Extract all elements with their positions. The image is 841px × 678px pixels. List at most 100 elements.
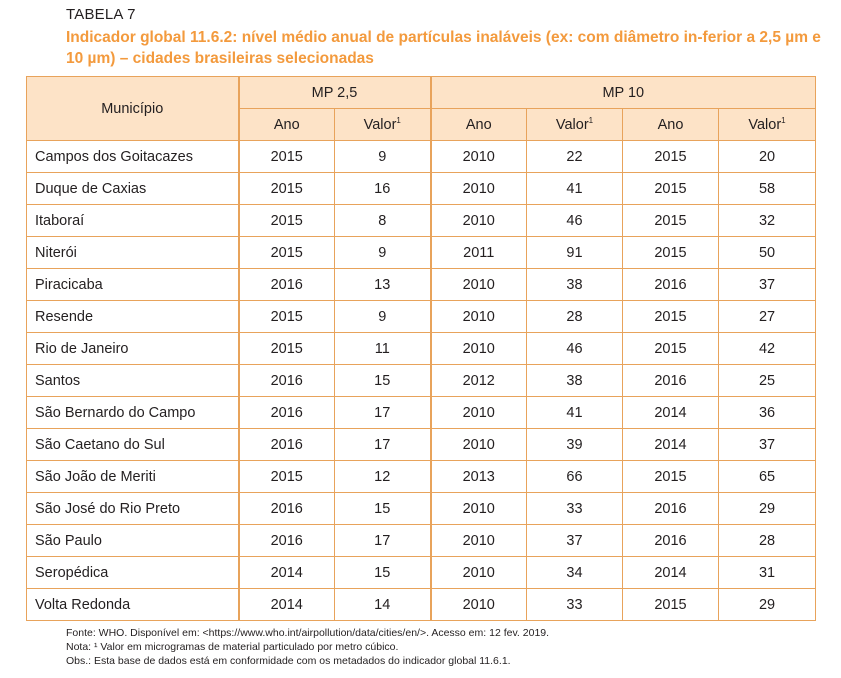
cell-mp10-valor-1: 39 — [526, 428, 623, 461]
cell-mp10-valor-2: 58 — [717, 172, 817, 205]
cell-mp10-ano-1: 2010 — [430, 268, 527, 301]
cell-mp10-ano-1: 2010 — [430, 588, 527, 621]
cell-mp25-valor: 9 — [334, 140, 432, 173]
cell-mp10-valor-2: 37 — [717, 428, 817, 461]
cell-mp10-ano-2: 2014 — [622, 428, 719, 461]
cell-mp25-valor: 11 — [334, 332, 432, 365]
header-ano: Ano — [430, 108, 527, 141]
cell-mp10-valor-2: 37 — [717, 268, 817, 301]
cell-mp25-valor: 16 — [334, 172, 432, 205]
cell-mp10-valor-1: 34 — [526, 556, 623, 589]
cell-municipio: Niterói — [26, 236, 240, 269]
cell-mp25-valor: 9 — [334, 236, 432, 269]
table-row: São Caetano do Sul 2016 17 2010 39 2014 37 — [26, 428, 817, 461]
cell-mp10-ano-2: 2015 — [622, 140, 719, 173]
cell-mp10-valor-1: 37 — [526, 524, 623, 557]
cell-municipio: Seropédica — [26, 556, 240, 589]
cell-mp25-valor: 14 — [334, 588, 432, 621]
cell-mp10-valor-2: 20 — [717, 140, 817, 173]
cell-mp10-valor-2: 32 — [717, 204, 817, 237]
table-row: Duque de Caxias 2015 16 2010 41 2015 58 — [26, 172, 817, 205]
cell-mp10-valor-1: 41 — [526, 172, 623, 205]
cell-mp10-valor-2: 28 — [717, 524, 817, 557]
header-mp10: MP 10 — [429, 76, 817, 109]
cell-municipio: São Bernardo do Campo — [26, 396, 240, 429]
cell-municipio: São Paulo — [26, 524, 240, 557]
cell-mp10-ano-2: 2015 — [622, 300, 719, 333]
cell-mp10-ano-1: 2010 — [430, 300, 527, 333]
cell-mp25-valor: 13 — [334, 268, 432, 301]
cell-mp10-valor-1: 22 — [526, 140, 623, 173]
cell-mp10-ano-2: 2016 — [622, 364, 719, 397]
cell-mp25-ano: 2016 — [238, 396, 335, 429]
cell-mp10-valor-2: 36 — [717, 396, 817, 429]
cell-mp10-valor-1: 33 — [526, 588, 623, 621]
cell-municipio: Santos — [26, 364, 240, 397]
cell-mp10-ano-1: 2010 — [430, 396, 527, 429]
cell-mp10-ano-2: 2015 — [622, 460, 719, 493]
note-nota: Nota: ¹ Valor em microgramas de material… — [66, 641, 399, 653]
cell-mp10-valor-1: 66 — [526, 460, 623, 493]
data-table: Município MP 2,5 MP 10 Ano Valor1 Ano Va… — [26, 76, 817, 621]
table-row: Piracicaba 2016 13 2010 38 2016 37 — [26, 268, 817, 301]
table-row: Volta Redonda 2014 14 2010 33 2015 29 — [26, 588, 817, 621]
cell-municipio: Itaboraí — [26, 204, 240, 237]
cell-mp25-ano: 2015 — [238, 300, 335, 333]
cell-mp25-ano: 2016 — [238, 524, 335, 557]
cell-mp10-ano-2: 2016 — [622, 524, 719, 557]
cell-mp25-ano: 2015 — [238, 204, 335, 237]
cell-mp10-ano-1: 2013 — [430, 460, 527, 493]
cell-mp10-valor-2: 27 — [717, 300, 817, 333]
header-valor: Valor1 — [334, 108, 432, 141]
cell-mp25-ano: 2016 — [238, 428, 335, 461]
cell-mp10-valor-1: 46 — [526, 332, 623, 365]
cell-mp10-valor-1: 28 — [526, 300, 623, 333]
cell-mp10-ano-2: 2016 — [622, 492, 719, 525]
cell-mp10-valor-2: 31 — [717, 556, 817, 589]
cell-mp10-valor-2: 42 — [717, 332, 817, 365]
cell-mp25-valor: 15 — [334, 556, 432, 589]
cell-mp10-valor-1: 38 — [526, 268, 623, 301]
cell-mp25-ano: 2016 — [238, 268, 335, 301]
table-row: Niterói 2015 9 2011 91 2015 50 — [26, 236, 817, 269]
cell-mp10-valor-1: 46 — [526, 204, 623, 237]
header-municipio: Município — [26, 76, 240, 141]
cell-mp10-valor-1: 33 — [526, 492, 623, 525]
cell-mp25-valor: 9 — [334, 300, 432, 333]
cell-mp25-valor: 17 — [334, 524, 432, 557]
cell-mp10-ano-1: 2010 — [430, 172, 527, 205]
cell-mp10-valor-2: 29 — [717, 492, 817, 525]
cell-municipio: Campos dos Goitacazes — [26, 140, 240, 173]
cell-municipio: Resende — [26, 300, 240, 333]
cell-municipio: São João de Meriti — [26, 460, 240, 493]
cell-municipio: Piracicaba — [26, 268, 240, 301]
cell-mp10-ano-1: 2010 — [430, 556, 527, 589]
cell-mp25-ano: 2015 — [238, 172, 335, 205]
table-row: São Bernardo do Campo 2016 17 2010 41 2014 36 — [26, 396, 817, 429]
table-row: Santos 2016 15 2012 38 2016 25 — [26, 364, 817, 397]
cell-mp10-ano-2: 2014 — [622, 396, 719, 429]
table-label: TABELA 7 — [66, 6, 136, 23]
cell-municipio: São José do Rio Preto — [26, 492, 240, 525]
cell-mp10-ano-1: 2010 — [430, 140, 527, 173]
table-body: Campos dos Goitacazes 2015 9 2010 22 2015 20 Du… — [26, 140, 817, 621]
cell-mp25-valor: 8 — [334, 204, 432, 237]
cell-mp25-ano: 2014 — [238, 556, 335, 589]
cell-mp10-ano-1: 2011 — [430, 236, 527, 269]
table-row: Campos dos Goitacazes 2015 9 2010 22 2015 20 — [26, 140, 817, 173]
table-row: Itaboraí 2015 8 2010 46 2015 32 — [26, 204, 817, 237]
cell-mp10-ano-2: 2015 — [622, 204, 719, 237]
table-header: Município MP 2,5 MP 10 Ano Valor1 Ano Va… — [26, 76, 817, 141]
table-row: São Paulo 2016 17 2010 37 2016 28 — [26, 524, 817, 557]
cell-municipio: Volta Redonda — [26, 588, 240, 621]
cell-mp10-valor-2: 65 — [717, 460, 817, 493]
cell-mp10-ano-2: 2015 — [622, 236, 719, 269]
cell-mp10-ano-1: 2010 — [430, 332, 527, 365]
cell-mp25-valor: 15 — [334, 364, 432, 397]
cell-mp25-ano: 2014 — [238, 588, 335, 621]
header-ano: Ano — [622, 108, 719, 141]
note-fonte: Fonte: WHO. Disponível em: <https://www.… — [66, 627, 550, 639]
table-title: Indicador global 11.6.2: nível médio anu… — [66, 29, 821, 67]
cell-municipio: São Caetano do Sul — [26, 428, 240, 461]
table-row: São João de Meriti 2015 12 2013 66 2015 65 — [26, 460, 817, 493]
